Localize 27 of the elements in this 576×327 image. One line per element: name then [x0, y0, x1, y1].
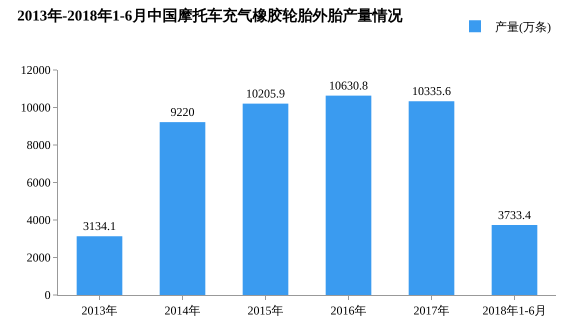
bar: [160, 122, 206, 295]
x-tick-label: 2017年: [414, 303, 450, 318]
data-label: 10335.6: [412, 84, 452, 98]
y-tick-label: 12000: [20, 63, 51, 78]
x-tick-label: 2014年: [164, 303, 200, 318]
y-tick-label: 2000: [26, 250, 51, 265]
bar: [408, 101, 454, 295]
x-tick-label: 2018年1-6月: [482, 303, 546, 318]
y-tick-label: 10000: [20, 100, 51, 115]
x-tick-label: 2015年: [248, 303, 284, 318]
data-label: 10205.9: [246, 86, 286, 101]
bar: [242, 104, 288, 295]
chart-title: 2013年-2018年1-6月中国摩托车充气橡胶轮胎外胎产量情况: [17, 6, 404, 24]
data-label: 10630.8: [329, 78, 368, 93]
x-tick-label: 2013年: [82, 303, 118, 318]
data-label: 9220: [170, 105, 194, 120]
legend-label: 产量(万条): [495, 20, 551, 34]
y-tick-label: 6000: [26, 176, 51, 190]
bar: [326, 96, 372, 295]
y-tick-label: 4000: [26, 213, 51, 228]
y-tick-label: 0: [44, 288, 51, 302]
data-label: 3733.4: [498, 208, 531, 222]
x-tick-label: 2016年: [330, 303, 366, 318]
bar: [76, 236, 122, 295]
y-tick-label: 8000: [26, 138, 51, 152]
bar: [492, 225, 538, 295]
data-label: 3134.1: [83, 219, 116, 234]
